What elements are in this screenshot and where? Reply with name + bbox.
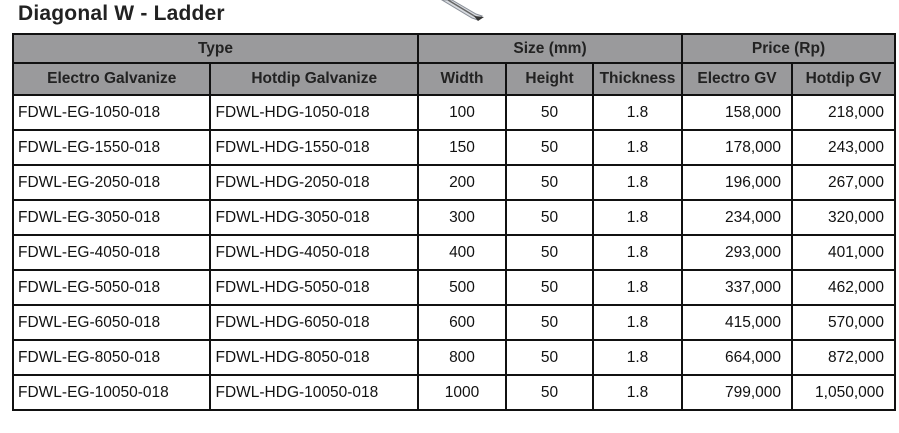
table-row: FDWL-EG-1050-018 FDWL-HDG-1050-018 100 50 1.… bbox=[11, 94, 896, 131]
cell-eg-code: FDWL-EG-1050-018 bbox=[11, 94, 212, 131]
cell-height: 50 bbox=[505, 199, 594, 236]
cell-hdg-code: FDWL-HDG-3050-018 bbox=[209, 199, 419, 236]
cell-height: 50 bbox=[505, 304, 594, 341]
cell-electro-price: 799,000 bbox=[681, 374, 793, 411]
cell-hdg-code: FDWL-HDG-8050-018 bbox=[209, 339, 419, 376]
cell-hotdip-price: 320,000 bbox=[791, 199, 896, 236]
column-header: Hotdip GV bbox=[791, 62, 896, 96]
cell-height: 50 bbox=[505, 164, 594, 201]
cell-width: 800 bbox=[417, 339, 507, 376]
cell-eg-code: FDWL-EG-10050-018 bbox=[11, 374, 212, 411]
cell-height: 50 bbox=[505, 234, 594, 271]
cell-hdg-code: FDWL-HDG-10050-018 bbox=[209, 374, 419, 411]
cell-electro-price: 337,000 bbox=[681, 269, 793, 306]
table-row: FDWL-EG-3050-018 FDWL-HDG-3050-018 300 50 1.… bbox=[11, 199, 896, 236]
group-header-price: Price (Rp) bbox=[681, 33, 896, 64]
column-header: Hotdip Galvanize bbox=[209, 62, 419, 96]
cell-hdg-code: FDWL-HDG-1550-018 bbox=[209, 129, 419, 166]
cell-thickness: 1.8 bbox=[592, 304, 683, 341]
table-row: FDWL-EG-10050-018 FDWL-HDG-10050-018 1000 5… bbox=[11, 374, 896, 411]
table-row: FDWL-EG-8050-018 FDWL-HDG-8050-018 800 50 1.… bbox=[11, 339, 896, 376]
cell-hotdip-price: 872,000 bbox=[791, 339, 896, 376]
cell-thickness: 1.8 bbox=[592, 129, 683, 166]
column-header: Electro GV bbox=[681, 62, 793, 96]
cell-thickness: 1.8 bbox=[592, 269, 683, 306]
column-header: Width bbox=[417, 62, 507, 96]
cell-width: 1000 bbox=[417, 374, 507, 411]
group-header-type: Type bbox=[12, 33, 419, 64]
cell-hotdip-price: 267,000 bbox=[791, 164, 896, 201]
cell-eg-code: FDWL-EG-3050-018 bbox=[11, 199, 212, 236]
column-header: Electro Galvanize bbox=[11, 62, 212, 96]
ladder-product-image bbox=[441, 0, 484, 21]
cell-eg-code: FDWL-EG-4050-018 bbox=[11, 234, 212, 271]
group-header-size: Size (mm) bbox=[417, 33, 683, 64]
cell-width: 500 bbox=[417, 269, 507, 306]
cell-hotdip-price: 401,000 bbox=[791, 234, 896, 271]
cell-hotdip-price: 1,050,000 bbox=[791, 374, 896, 411]
cell-electro-price: 234,000 bbox=[681, 199, 793, 236]
cell-width: 100 bbox=[417, 94, 507, 131]
cell-thickness: 1.8 bbox=[592, 164, 683, 201]
column-header: Thickness bbox=[592, 62, 683, 96]
cell-electro-price: 196,000 bbox=[681, 164, 793, 201]
price-table: Type Size (mm) Price (Rp) Electro Galvan… bbox=[11, 33, 896, 411]
cell-width: 400 bbox=[417, 234, 507, 271]
cell-height: 50 bbox=[505, 269, 594, 306]
cell-hdg-code: FDWL-HDG-1050-018 bbox=[209, 94, 419, 131]
cell-height: 50 bbox=[505, 374, 594, 411]
cell-eg-code: FDWL-EG-1550-018 bbox=[11, 129, 212, 166]
cell-height: 50 bbox=[505, 94, 594, 131]
cell-thickness: 1.8 bbox=[592, 374, 683, 411]
cell-eg-code: FDWL-EG-5050-018 bbox=[11, 269, 212, 306]
cell-thickness: 1.8 bbox=[592, 94, 683, 131]
cell-thickness: 1.8 bbox=[592, 339, 683, 376]
table-row: FDWL-EG-4050-018 FDWL-HDG-4050-018 400 50 1.… bbox=[11, 234, 896, 271]
column-header: Height bbox=[505, 62, 594, 96]
cell-eg-code: FDWL-EG-2050-018 bbox=[11, 164, 212, 201]
cell-height: 50 bbox=[505, 339, 594, 376]
cell-electro-price: 293,000 bbox=[681, 234, 793, 271]
cell-eg-code: FDWL-EG-8050-018 bbox=[11, 339, 212, 376]
table-row: FDWL-EG-5050-018 FDWL-HDG-5050-018 500 50 1.… bbox=[11, 269, 896, 306]
cell-hdg-code: FDWL-HDG-2050-018 bbox=[209, 164, 419, 201]
page-title: Diagonal W - Ladder bbox=[18, 2, 225, 25]
cell-electro-price: 178,000 bbox=[681, 129, 793, 166]
cell-width: 300 bbox=[417, 199, 507, 236]
cell-thickness: 1.8 bbox=[592, 234, 683, 271]
cell-electro-price: 415,000 bbox=[681, 304, 793, 341]
cell-width: 150 bbox=[417, 129, 507, 166]
cell-hdg-code: FDWL-HDG-5050-018 bbox=[209, 269, 419, 306]
cell-hotdip-price: 243,000 bbox=[791, 129, 896, 166]
cell-eg-code: FDWL-EG-6050-018 bbox=[11, 304, 212, 341]
cell-hotdip-price: 462,000 bbox=[791, 269, 896, 306]
cell-width: 600 bbox=[417, 304, 507, 341]
cell-electro-price: 664,000 bbox=[681, 339, 793, 376]
table-row: FDWL-EG-6050-018 FDWL-HDG-6050-018 600 50 1.… bbox=[11, 304, 896, 341]
cell-electro-price: 158,000 bbox=[681, 94, 793, 131]
cell-height: 50 bbox=[505, 129, 594, 166]
cell-hotdip-price: 218,000 bbox=[791, 94, 896, 131]
table-row: FDWL-EG-2050-018 FDWL-HDG-2050-018 200 50 1.… bbox=[11, 164, 896, 201]
cell-width: 200 bbox=[417, 164, 507, 201]
cell-hotdip-price: 570,000 bbox=[791, 304, 896, 341]
cell-thickness: 1.8 bbox=[592, 199, 683, 236]
table-row: FDWL-EG-1550-018 FDWL-HDG-1550-018 150 50 1.… bbox=[11, 129, 896, 166]
cell-hdg-code: FDWL-HDG-6050-018 bbox=[209, 304, 419, 341]
cell-hdg-code: FDWL-HDG-4050-018 bbox=[209, 234, 419, 271]
